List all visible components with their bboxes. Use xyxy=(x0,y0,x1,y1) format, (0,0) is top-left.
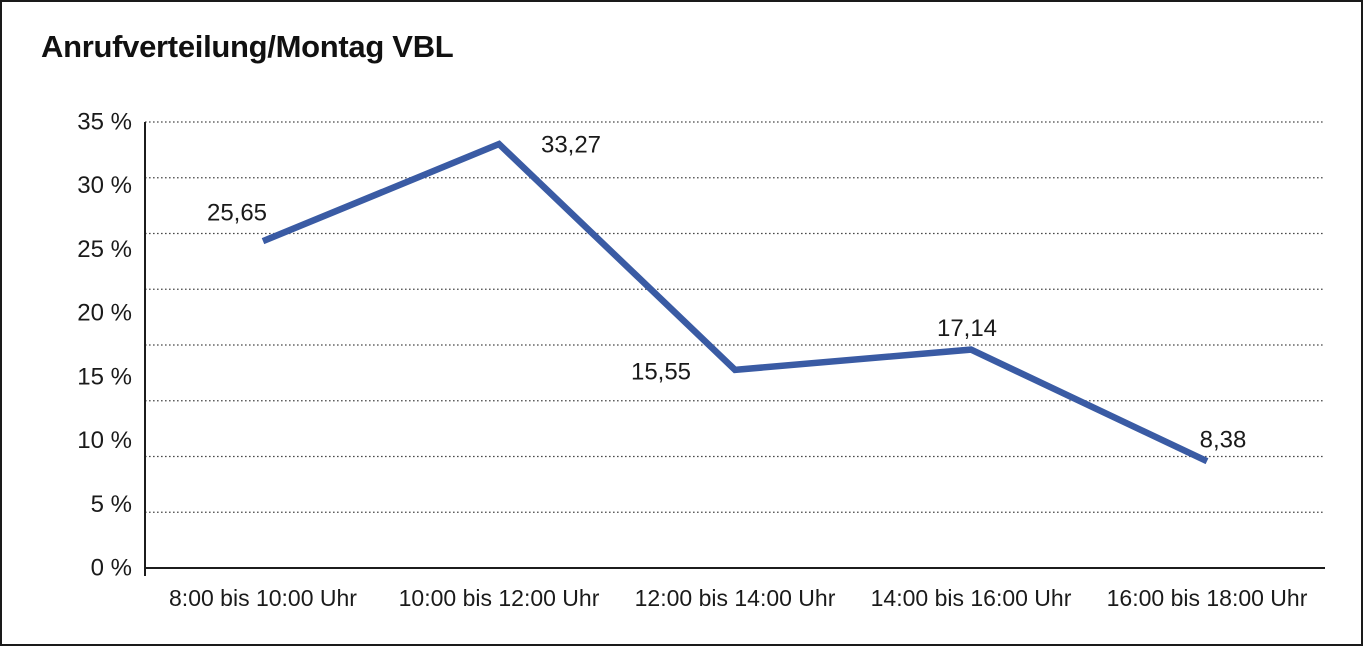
chart-title: Anrufverteilung/Montag VBL xyxy=(41,29,454,64)
y-tick-label: 15 % xyxy=(77,363,132,390)
data-label: 25,65 xyxy=(207,200,267,227)
x-category-label: 12:00 bis 14:00 Uhr xyxy=(635,585,836,611)
x-category-label: 16:00 bis 18:00 Uhr xyxy=(1107,585,1308,611)
x-category-label: 10:00 bis 12:00 Uhr xyxy=(399,585,600,611)
y-tick-label: 30 % xyxy=(77,172,132,199)
y-tick-label: 10 % xyxy=(77,427,132,454)
x-category-label: 8:00 bis 10:00 Uhr xyxy=(169,585,357,611)
y-tick-label: 5 % xyxy=(91,491,132,518)
x-category-label: 14:00 bis 16:00 Uhr xyxy=(871,585,1072,611)
y-tick-label: 20 % xyxy=(77,300,132,327)
series-line xyxy=(261,140,1209,465)
y-tick-label: 0 % xyxy=(91,555,132,582)
data-label: 33,27 xyxy=(541,132,601,159)
y-tick-label: 25 % xyxy=(77,236,132,263)
data-label: 17,14 xyxy=(937,315,997,342)
data-label: 8,38 xyxy=(1200,427,1247,454)
data-label: 15,55 xyxy=(631,358,691,385)
y-tick-label: 35 % xyxy=(77,109,132,136)
